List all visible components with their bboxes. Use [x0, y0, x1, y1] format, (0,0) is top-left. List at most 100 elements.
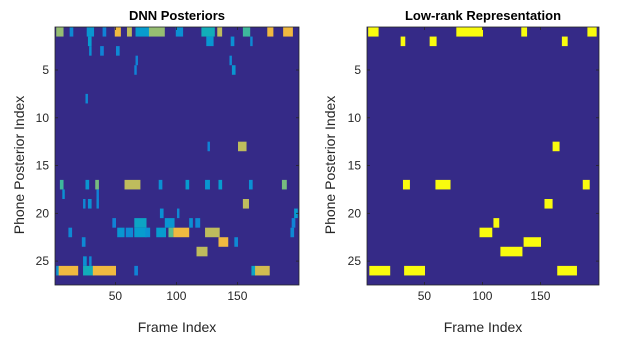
heatmap-background	[367, 27, 599, 285]
heatmap-cell	[189, 218, 193, 228]
y-tick-label: 15	[36, 159, 50, 173]
heatmap-cell	[231, 65, 236, 75]
x-tick-label: 50	[418, 289, 432, 303]
heatmap-cell	[87, 36, 92, 47]
heatmap-cell	[159, 208, 164, 219]
heatmap-cell	[148, 27, 165, 37]
heatmap-cell	[83, 256, 87, 266]
heatmap-cell	[368, 27, 379, 37]
heatmap-background	[55, 27, 299, 285]
heatmap-cell	[125, 227, 134, 238]
heatmap-cell	[404, 265, 425, 276]
heatmap-cell	[173, 227, 190, 238]
heatmap-cell	[207, 141, 210, 152]
heatmap-cell	[283, 27, 293, 37]
heatmap-cell	[68, 227, 73, 238]
heatmap-cell	[59, 179, 64, 190]
heatmap-cell	[205, 179, 210, 190]
heatmap-cell	[587, 27, 597, 37]
y-tick-label: 20	[36, 206, 50, 220]
y-tick-label: 25	[36, 254, 50, 268]
y-tick-label: 20	[348, 206, 362, 220]
heatmap-cell	[89, 256, 92, 266]
y-axis-label: Phone Posterior Index	[11, 96, 27, 235]
chart-title: Low-rank Representation	[405, 8, 561, 23]
x-axis-label: Frame Index	[138, 319, 217, 335]
y-tick-label: 25	[348, 254, 362, 268]
heatmap-cell	[493, 218, 500, 228]
heatmap-cell	[400, 36, 406, 47]
heatmap-cell	[134, 265, 138, 276]
heatmap-cell	[290, 227, 295, 238]
heatmap-cell	[291, 218, 296, 228]
heatmap-cell	[116, 46, 120, 56]
y-tick-label: 5	[42, 63, 49, 77]
heatmap-cell	[175, 27, 184, 37]
heatmap-cell	[201, 27, 215, 37]
heatmap-cell	[62, 189, 65, 199]
heatmap-cell	[85, 93, 88, 104]
heatmap-cell	[87, 199, 92, 209]
heatmap-cell	[134, 218, 147, 228]
heatmap-cell	[557, 265, 577, 276]
heatmap-cell	[242, 27, 251, 37]
heatmap-cell	[456, 27, 483, 37]
heatmap-cell	[218, 179, 223, 190]
heatmap-cell	[96, 189, 99, 199]
y-axis-label: Phone Posterior Index	[322, 96, 338, 235]
heatmap-cell	[117, 227, 125, 238]
y-tick-label: 10	[36, 111, 50, 125]
heatmap-cell	[544, 199, 553, 209]
chart-panel-low-rank-representation: Low-rank Representation Frame Index Phon…	[322, 8, 600, 335]
x-tick-label: 100	[166, 289, 186, 303]
x-axis-label: Frame Index	[444, 319, 523, 335]
heatmap-cell	[124, 179, 141, 190]
heatmap-cell	[267, 27, 274, 37]
heatmap-cell	[561, 36, 568, 47]
heatmap-cell	[92, 265, 116, 276]
heatmap-cell	[248, 179, 253, 190]
heatmap-cell	[81, 237, 86, 247]
heatmap-cell	[369, 265, 391, 276]
x-tick-label: 50	[109, 289, 123, 303]
heatmap-cell	[230, 36, 235, 47]
heatmap-cell	[521, 27, 528, 37]
heatmap-cell	[156, 227, 167, 238]
heatmap-cell	[158, 179, 163, 190]
heatmap-cell	[242, 199, 249, 209]
heatmap-cell	[582, 179, 590, 190]
x-tick-label: 150	[530, 289, 550, 303]
y-tick-label: 10	[348, 111, 362, 125]
y-tick-label: 5	[354, 63, 361, 77]
heatmap-cell	[56, 265, 60, 276]
heatmap-cell	[85, 179, 90, 190]
heatmap-cell	[196, 246, 208, 257]
heatmap-cell	[168, 227, 174, 238]
heatmap-cell	[112, 218, 116, 228]
heatmap-cell	[177, 208, 180, 219]
heatmap-cell	[135, 55, 138, 66]
heatmap-cell	[281, 179, 287, 190]
heatmap-cell	[185, 179, 190, 190]
heatmap-cell	[83, 199, 86, 209]
heatmap-cell	[135, 27, 151, 37]
x-tick-label: 100	[472, 289, 492, 303]
heatmap-cell	[69, 27, 74, 37]
heatmap-cell	[58, 265, 79, 276]
heatmap-cell	[126, 27, 132, 37]
heatmap-cell	[229, 55, 232, 66]
heatmap-cell	[523, 237, 541, 247]
heatmap-cell	[251, 265, 257, 276]
heatmap-cell	[83, 265, 95, 276]
heatmap-cell	[96, 199, 99, 209]
heatmap-cell	[294, 208, 298, 219]
heatmap-cell	[435, 179, 451, 190]
chart-panel-dnn-posteriors: DNN Posteriors Frame Index Phone Posteri…	[11, 8, 300, 335]
heatmap-cell	[134, 65, 137, 75]
heatmap-cell	[206, 36, 214, 47]
heatmap-cell	[102, 27, 107, 37]
heatmap-cell	[164, 218, 175, 228]
heatmap-cell	[255, 265, 270, 276]
heatmap-cell	[95, 179, 99, 190]
